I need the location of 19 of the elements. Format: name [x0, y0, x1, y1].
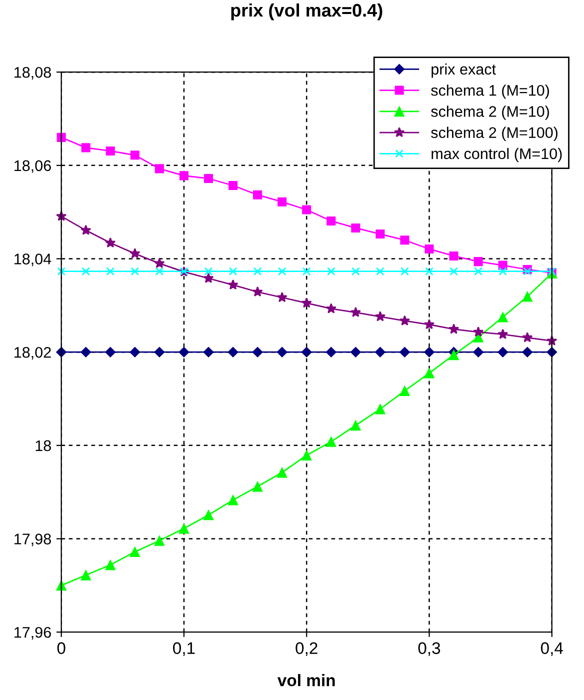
x-tick-label: 0,1 [173, 642, 195, 656]
legend-label: schema 2 (M=100) [431, 126, 558, 142]
x-tick-label: 0,3 [418, 642, 440, 656]
y-tick-label: 18,08 [14, 66, 51, 80]
y-tick-label: 18 [36, 440, 51, 452]
y-tick-label: 18,06 [14, 160, 51, 173]
x-tick-label: 0,2 [296, 642, 318, 656]
y-tick-label: 17,96 [14, 626, 51, 640]
y-tick-label: 17,98 [14, 534, 51, 546]
y-tick-label: 18,04 [14, 254, 52, 266]
legend-label: schema 1 (M=10) [431, 84, 549, 99]
legend-label: schema 2 (M=10) [431, 106, 549, 120]
y-tick-label: 18,02 [14, 346, 51, 360]
chart-title: prix (vol max=0.4) [231, 3, 382, 20]
x-tick-label: 0,4 [540, 642, 563, 656]
legend-label: prix exact [432, 63, 496, 78]
legend-label: max control (M=10) [432, 148, 562, 162]
x-tick-label: 0 [57, 642, 66, 654]
x-axis-title: vol min [277, 674, 335, 686]
